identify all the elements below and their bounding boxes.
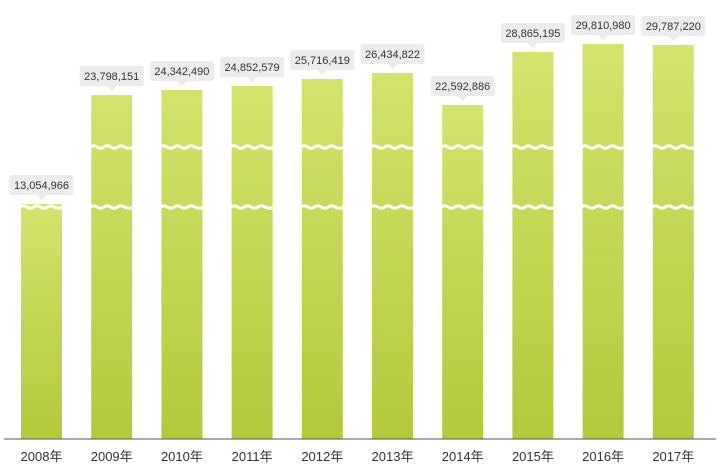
value-label: 13,054,966 [14,180,69,192]
value-label-box [641,16,706,41]
bar [372,73,413,439]
x-tick-label: 2010年 [161,449,203,464]
axis-break-mark [229,204,275,210]
axis-break-mark [440,204,486,210]
x-tick-label: 2015年 [512,449,554,464]
bar [512,52,554,439]
value-label-box [220,57,285,82]
bar [231,86,273,439]
value-label: 25,716,419 [295,55,350,67]
bar [161,90,203,439]
axis-break-mark [580,204,626,210]
value-label-box [430,76,495,101]
value-label: 24,852,579 [225,62,280,74]
value-label-box [360,44,425,69]
value-label: 26,434,822 [365,49,420,61]
value-label: 24,342,490 [154,66,209,78]
bar [91,95,133,439]
bar [582,44,624,439]
axis-break-mark [510,144,556,150]
axis-break-mark [440,144,486,150]
axis-break-mark [510,204,556,210]
value-label-box [500,23,565,48]
value-labels-group: 13,054,966 23,798,151 24,342,490 24,852,579… [9,15,706,200]
x-tick-label: 2014年 [442,449,484,464]
x-tick-label: 2009年 [91,449,133,464]
axis-break-mark [650,144,696,150]
x-tick-label: 2012年 [301,449,343,464]
axis-break-mark [650,204,696,210]
value-label: 29,787,220 [646,21,701,33]
bars-group [21,44,694,439]
axis-break-mark [370,204,415,210]
axis-break-mark [89,144,135,150]
axis-break-mark [580,144,626,150]
x-tick-label: 2011年 [232,449,273,464]
x-tick-label: 2013年 [372,449,414,464]
value-label: 28,865,195 [505,28,560,40]
axis-break-mark [19,144,64,150]
bar [301,79,343,439]
value-label: 29,810,980 [576,20,631,32]
bar [442,105,484,439]
value-label-box [149,61,214,86]
axis-break-mark [159,204,205,210]
value-label-box [9,175,74,200]
x-tick-label: 2017年 [652,449,694,464]
value-label: 23,798,151 [84,71,139,83]
bar [21,204,62,439]
x-tick-label: 2016年 [582,449,624,464]
axis-break-mark [370,144,415,150]
axis-break-mark [89,204,135,210]
value-label-box [79,66,144,91]
value-label: 22,592,886 [435,81,490,93]
value-label-box [290,50,355,75]
value-label-box [571,15,636,40]
axis-break-mark [229,144,275,150]
bar [652,45,694,439]
x-tick-labels-group: 2008年 2009年 2010年 2011年 2012年 2013年 2014年 2015年… [21,449,695,464]
axis-break-mark [159,144,205,150]
x-tick-label: 2008年 [21,449,63,464]
axis-break-mark [19,204,64,210]
axis-break-mark [299,144,345,150]
axis-break-mark [299,204,345,210]
axis-break-marks [19,144,696,210]
